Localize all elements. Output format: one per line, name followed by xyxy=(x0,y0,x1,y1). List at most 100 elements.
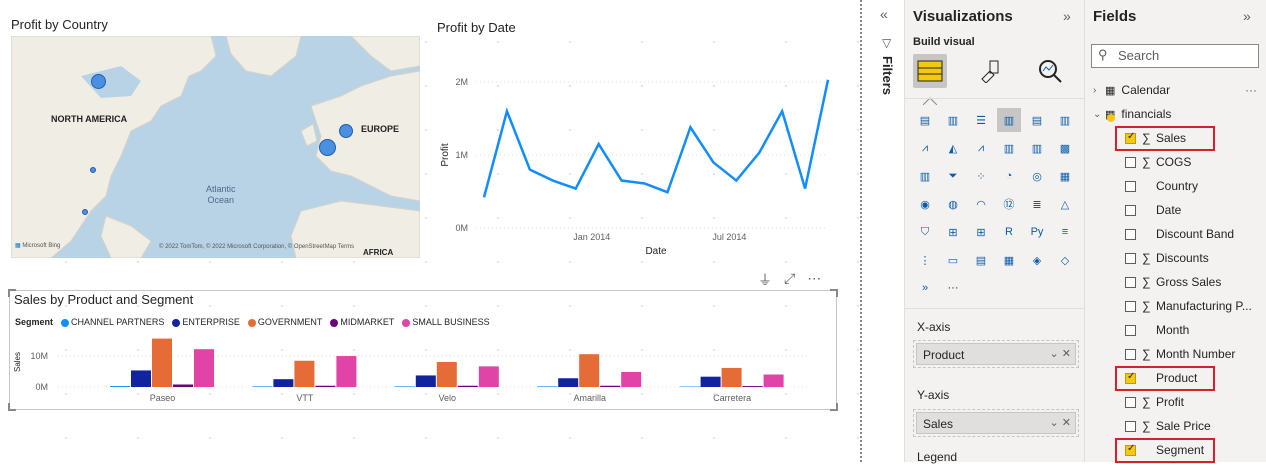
bar[interactable] xyxy=(395,386,415,387)
chevron-right-icon[interactable]: › xyxy=(1093,85,1105,96)
bar[interactable] xyxy=(722,368,742,387)
bar[interactable] xyxy=(600,386,620,387)
format-visual-tab[interactable] xyxy=(973,54,1007,88)
key-influencers-icon[interactable]: ≡ xyxy=(1053,220,1077,244)
map-bubble[interactable] xyxy=(82,209,88,215)
field-row[interactable]: Discount Band xyxy=(1085,223,1266,245)
gauge-icon[interactable]: ◠ xyxy=(969,192,993,216)
decomposition-tree-icon[interactable]: ⋮ xyxy=(913,248,937,272)
bar[interactable] xyxy=(701,377,721,387)
bar[interactable] xyxy=(764,375,784,388)
bar[interactable] xyxy=(558,378,578,387)
field-row[interactable]: ∑Sale Price xyxy=(1085,415,1266,437)
expand-chevron-icon[interactable]: » xyxy=(1243,8,1251,24)
multi-row-card-icon[interactable]: ≣ xyxy=(1025,192,1049,216)
field-checkbox[interactable] xyxy=(1125,277,1136,288)
bar[interactable] xyxy=(173,385,193,388)
stacked-column-icon[interactable]: ▥ xyxy=(941,108,965,132)
filters-label[interactable]: Filters xyxy=(880,56,895,95)
analytics-tab[interactable] xyxy=(1033,54,1067,88)
legend-item[interactable]: GOVERNMENT xyxy=(248,317,323,327)
pie-icon[interactable]: ◔ xyxy=(997,164,1021,188)
donut-icon[interactable]: ◎ xyxy=(1025,164,1049,188)
table-row-financials[interactable]: ⌄ ▦ financials xyxy=(1085,103,1266,125)
more-options-icon[interactable]: ··· xyxy=(1245,83,1257,97)
qa-icon[interactable]: ▭ xyxy=(941,248,965,272)
bar[interactable] xyxy=(110,386,130,387)
ribbon-icon[interactable]: ▩ xyxy=(1053,136,1077,160)
expand-chevron-icon[interactable]: » xyxy=(1063,8,1071,24)
bar[interactable] xyxy=(252,386,272,387)
field-checkbox[interactable] xyxy=(1125,229,1136,240)
legend-item[interactable]: MIDMARKET xyxy=(330,317,394,327)
bar[interactable] xyxy=(537,386,557,387)
bar[interactable] xyxy=(458,386,478,387)
funnel-icon[interactable]: ⏷ xyxy=(941,164,965,188)
line-column-icon[interactable]: ▥ xyxy=(997,136,1021,160)
filled-map-icon[interactable]: ◍ xyxy=(941,192,965,216)
stacked-area-icon[interactable]: ⩘ xyxy=(969,136,993,160)
bar[interactable] xyxy=(273,379,293,387)
clustered-column-icon[interactable]: ▥ xyxy=(997,108,1021,132)
focus-mode-icon[interactable]: ⤢ xyxy=(784,270,795,290)
bar[interactable] xyxy=(131,370,151,387)
100-stacked-bar-icon[interactable]: ▤ xyxy=(1025,108,1049,132)
field-row[interactable]: Month xyxy=(1085,319,1266,341)
close-icon[interactable]: ✕ xyxy=(1062,348,1071,360)
yaxis-well[interactable]: Sales ⌄ ✕ xyxy=(913,409,1079,437)
field-checkbox[interactable] xyxy=(1125,301,1136,312)
map-bubble[interactable] xyxy=(339,124,353,138)
table-row-calendar[interactable]: › ▦ Calendar ··· xyxy=(1085,79,1266,101)
series-line-profit[interactable] xyxy=(484,80,828,198)
power-automate-icon[interactable]: ◇ xyxy=(1053,248,1077,272)
chevron-down-icon[interactable]: ⌄ xyxy=(1050,348,1059,360)
waterfall-icon[interactable]: ▥ xyxy=(913,164,937,188)
treemap-icon[interactable]: ▦ xyxy=(1053,164,1077,188)
field-checkbox[interactable] xyxy=(1125,181,1136,192)
field-row[interactable]: Date xyxy=(1085,199,1266,221)
table-icon[interactable]: ⊞ xyxy=(941,220,965,244)
field-row[interactable]: ∑Profit xyxy=(1085,391,1266,413)
close-icon[interactable]: ✕ xyxy=(1062,417,1071,429)
xaxis-field-chip[interactable]: Product ⌄ ✕ xyxy=(916,343,1076,365)
legend-item[interactable]: SMALL BUSINESS xyxy=(402,317,489,327)
map-bubble[interactable] xyxy=(90,167,96,173)
fields-search-input[interactable]: ⚲ Search xyxy=(1091,44,1259,68)
bar[interactable] xyxy=(336,356,356,387)
field-checkbox[interactable] xyxy=(1125,349,1136,360)
legend-item[interactable]: ENTERPRISE xyxy=(172,317,240,327)
filter-icon[interactable]: ⏚ xyxy=(758,270,772,290)
r-visual-icon[interactable]: R xyxy=(997,220,1021,244)
map-bubble[interactable] xyxy=(91,74,106,89)
bar[interactable] xyxy=(743,386,763,387)
matrix-icon[interactable]: ⊞ xyxy=(969,220,993,244)
build-visual-tab[interactable] xyxy=(913,54,947,88)
field-row[interactable]: ∑Gross Sales xyxy=(1085,271,1266,293)
bar[interactable] xyxy=(315,386,335,387)
chevron-down-icon[interactable]: ⌄ xyxy=(1050,417,1059,429)
slicer-icon[interactable]: ⛉ xyxy=(913,220,937,244)
narrative-icon[interactable]: ▤ xyxy=(969,248,993,272)
filters-pane-collapsed[interactable]: « ▽ Filters xyxy=(872,0,904,462)
field-row[interactable]: ∑Discounts xyxy=(1085,247,1266,269)
map-visual[interactable]: NORTH AMERICA EUROPE Atlantic Ocean AFRI… xyxy=(11,36,420,258)
resize-handle[interactable] xyxy=(830,289,838,297)
bar[interactable] xyxy=(416,375,436,387)
bar[interactable] xyxy=(152,339,172,387)
kpi-icon[interactable]: △ xyxy=(1053,192,1077,216)
python-visual-icon[interactable]: Py xyxy=(1025,220,1049,244)
more-options-icon[interactable]: ··· xyxy=(941,276,965,300)
map-bubble[interactable] xyxy=(319,139,336,156)
area-icon[interactable]: ◭ xyxy=(941,136,965,160)
bar[interactable] xyxy=(194,349,214,387)
field-checkbox[interactable] xyxy=(1125,253,1136,264)
bar[interactable] xyxy=(437,362,457,387)
power-apps-icon[interactable]: ◈ xyxy=(1025,248,1049,272)
chevron-down-icon[interactable]: ⌄ xyxy=(1093,109,1105,120)
field-checkbox[interactable] xyxy=(1125,421,1136,432)
yaxis-field-chip[interactable]: Sales ⌄ ✕ xyxy=(916,412,1076,434)
100-stacked-column-icon[interactable]: ▥ xyxy=(1053,108,1077,132)
line-icon[interactable]: ⩘ xyxy=(913,136,937,160)
line-clustered-column-icon[interactable]: ▥ xyxy=(1025,136,1049,160)
